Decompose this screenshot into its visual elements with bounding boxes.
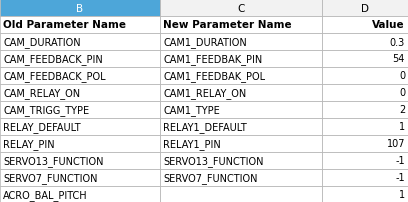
Text: -1: -1 <box>395 173 405 183</box>
Bar <box>322 135 408 152</box>
Bar <box>322 186 408 202</box>
Bar <box>160 68 322 85</box>
Text: RELAY1_DEFAULT: RELAY1_DEFAULT <box>163 121 247 132</box>
Text: CAM_FEEDBACK_PIN: CAM_FEEDBACK_PIN <box>3 54 103 65</box>
Bar <box>322 101 408 118</box>
Bar <box>322 152 408 169</box>
Text: RELAY_PIN: RELAY_PIN <box>3 138 55 149</box>
Bar <box>0 135 160 152</box>
Text: Old Parameter Name: Old Parameter Name <box>3 20 126 30</box>
Text: B: B <box>76 3 84 14</box>
Bar <box>0 85 160 101</box>
Bar <box>160 118 322 135</box>
Text: Value: Value <box>373 20 405 30</box>
Text: CAM1_TYPE: CAM1_TYPE <box>163 104 220 115</box>
Text: CAM1_RELAY_ON: CAM1_RELAY_ON <box>163 88 246 98</box>
Text: CAM_RELAY_ON: CAM_RELAY_ON <box>3 88 80 98</box>
Bar <box>0 68 160 85</box>
Text: 107: 107 <box>386 139 405 149</box>
Text: CAM1_DURATION: CAM1_DURATION <box>163 37 247 48</box>
Bar <box>0 101 160 118</box>
Bar <box>322 118 408 135</box>
Text: RELAY1_PIN: RELAY1_PIN <box>163 138 221 149</box>
Text: CAM_DURATION: CAM_DURATION <box>3 37 81 48</box>
Text: 2: 2 <box>399 105 405 115</box>
Text: CAM1_FEEDBAK_PIN: CAM1_FEEDBAK_PIN <box>163 54 262 65</box>
Bar <box>322 17 408 34</box>
Text: SERVO7_FUNCTION: SERVO7_FUNCTION <box>163 172 257 183</box>
Text: 1: 1 <box>399 189 405 200</box>
Text: 0: 0 <box>399 88 405 98</box>
Bar <box>160 85 322 101</box>
Bar <box>0 34 160 51</box>
Text: ACRO_BAL_PITCH: ACRO_BAL_PITCH <box>3 189 88 200</box>
Bar <box>0 51 160 68</box>
Text: D: D <box>361 3 369 14</box>
Bar <box>160 135 322 152</box>
Bar <box>0 118 160 135</box>
Bar <box>160 34 322 51</box>
Text: 0: 0 <box>399 71 405 81</box>
Bar <box>160 0 322 17</box>
Bar <box>160 186 322 202</box>
Bar <box>322 169 408 186</box>
Bar <box>322 85 408 101</box>
Bar <box>322 34 408 51</box>
Text: 0.3: 0.3 <box>390 37 405 47</box>
Bar <box>0 186 160 202</box>
Text: CAM_FEEDBACK_POL: CAM_FEEDBACK_POL <box>3 71 106 82</box>
Text: 54: 54 <box>392 54 405 64</box>
Bar <box>322 51 408 68</box>
Bar <box>322 0 408 17</box>
Text: 1: 1 <box>399 122 405 132</box>
Bar <box>160 51 322 68</box>
Text: CAM_TRIGG_TYPE: CAM_TRIGG_TYPE <box>3 104 89 115</box>
Text: SERVO13_FUNCTION: SERVO13_FUNCTION <box>3 155 104 166</box>
Text: SERVO13_FUNCTION: SERVO13_FUNCTION <box>163 155 264 166</box>
Bar <box>0 17 160 34</box>
Text: SERVO7_FUNCTION: SERVO7_FUNCTION <box>3 172 98 183</box>
Bar <box>322 68 408 85</box>
Text: C: C <box>237 3 245 14</box>
Bar <box>160 152 322 169</box>
Bar <box>160 169 322 186</box>
Bar <box>0 169 160 186</box>
Text: New Parameter Name: New Parameter Name <box>163 20 292 30</box>
Bar <box>160 17 322 34</box>
Text: CAM1_FEEDBAK_POL: CAM1_FEEDBAK_POL <box>163 71 265 82</box>
Text: -1: -1 <box>395 156 405 166</box>
Bar <box>160 101 322 118</box>
Text: RELAY_DEFAULT: RELAY_DEFAULT <box>3 121 81 132</box>
Bar <box>0 152 160 169</box>
Bar <box>0 0 160 17</box>
